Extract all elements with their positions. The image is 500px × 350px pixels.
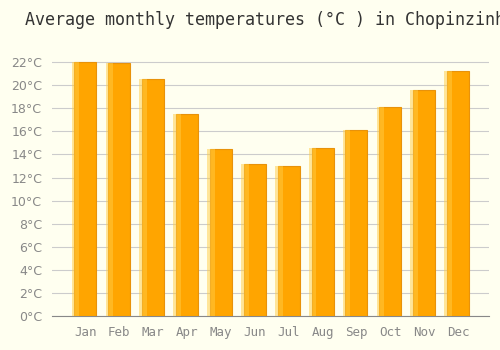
Bar [376, 107, 384, 316]
Bar [207, 149, 215, 316]
Bar [312, 148, 334, 316]
Bar [142, 79, 164, 316]
Bar [278, 166, 299, 316]
Bar [174, 114, 181, 316]
Bar [108, 63, 130, 316]
Bar [106, 63, 114, 316]
Bar [342, 130, 350, 316]
Bar [309, 148, 316, 316]
Bar [210, 149, 232, 316]
Bar [380, 107, 402, 316]
Bar [244, 164, 266, 316]
Bar [447, 71, 469, 316]
Bar [72, 62, 80, 316]
Bar [346, 130, 368, 316]
Title: Average monthly temperatures (°C ) in Chopinzinho: Average monthly temperatures (°C ) in Ch… [26, 11, 500, 29]
Bar [410, 90, 418, 316]
Bar [241, 164, 248, 316]
Bar [413, 90, 435, 316]
Bar [275, 166, 282, 316]
Bar [140, 79, 147, 316]
Bar [176, 114, 198, 316]
Bar [444, 71, 452, 316]
Bar [74, 62, 96, 316]
